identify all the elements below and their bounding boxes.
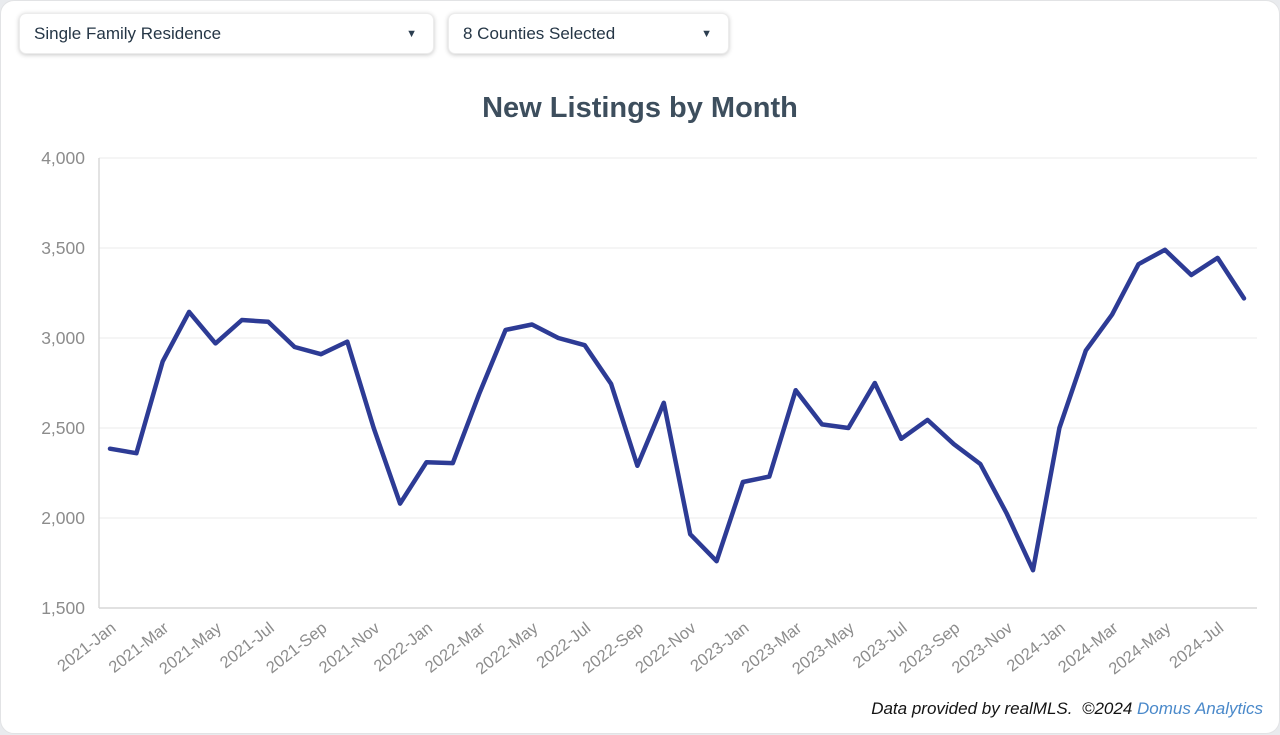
counties-selected-value: 8 Counties Selected (463, 23, 616, 43)
x-axis-tick-label: 2021-Nov (316, 619, 384, 678)
x-axis-tick-label: 2022-Nov (632, 619, 700, 678)
property-type-selected-value: Single Family Residence (34, 23, 222, 43)
property-type-dropdown[interactable]: Single Family Residence ▼ (19, 13, 434, 54)
y-axis-tick-label: 2,000 (41, 508, 85, 528)
chart-title: New Listings by Month (482, 92, 798, 124)
copyright-text: ©2024 (1081, 699, 1133, 718)
caret-down-icon: ▼ (701, 27, 712, 40)
y-axis-tick-label: 4,000 (41, 148, 85, 168)
new-listings-line-chart: 4,0003,5003,0002,5002,0001,5002021-Jan20… (41, 148, 1257, 678)
counties-dropdown[interactable]: 8 Counties Selected ▼ (448, 13, 729, 54)
x-axis-tick-label: 2024-Jul (1166, 619, 1227, 672)
y-axis-tick-label: 2,500 (41, 418, 85, 438)
footer-credit: Data provided by realMLS. ©2024 Domus An… (871, 699, 1263, 719)
x-axis-tick-label: 2023-Nov (949, 619, 1017, 678)
domus-analytics-link[interactable]: Domus Analytics (1137, 699, 1263, 718)
y-axis-tick-label: 3,000 (41, 328, 85, 348)
y-axis-tick-label: 3,500 (41, 238, 85, 258)
credit-text: Data provided by realMLS. (871, 699, 1073, 718)
caret-down-icon: ▼ (406, 27, 417, 40)
y-axis-tick-label: 1,500 (41, 598, 85, 618)
series-line-new-listings (107, 247, 1247, 573)
